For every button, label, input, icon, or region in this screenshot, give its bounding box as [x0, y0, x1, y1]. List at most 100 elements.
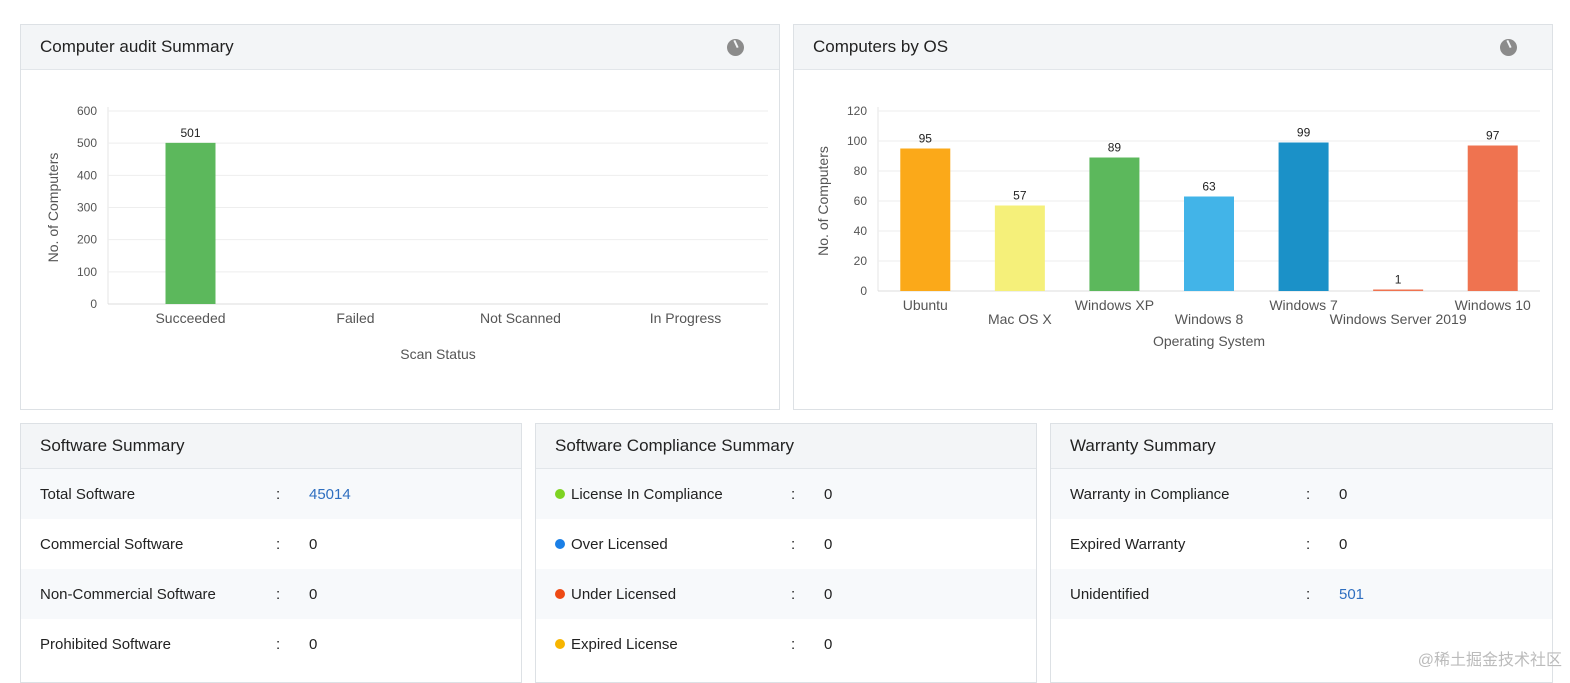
row-value[interactable]: 45014 [309, 485, 351, 503]
summary-row: Warranty in Compliance: 0 [1051, 469, 1552, 519]
row-label-wrap: Non-Commercial Software [40, 586, 276, 603]
separator: : [791, 635, 796, 653]
watermark: @稀土掘金技术社区 [1417, 652, 1562, 669]
pie-chart-icon[interactable] [1500, 38, 1517, 56]
y-tick-label: 0 [860, 284, 867, 298]
bar-succeeded[interactable] [165, 142, 216, 304]
y-tick-label: 60 [854, 194, 868, 208]
y-tick-label: 300 [77, 201, 97, 215]
y-axis-title: No. of Computers [815, 146, 831, 256]
data-label: 57 [1013, 189, 1027, 203]
y-tick-label: 0 [90, 297, 97, 311]
summary-row: Expired Warranty: 0 [1051, 519, 1552, 569]
y-tick-label: 600 [77, 104, 97, 118]
y-axis-title: No. of Computers [45, 153, 61, 263]
computers-by-os-panel: Computers by OS 0 20 40 60 80 100 120 95 Ubuntu 5… [793, 24, 1553, 410]
data-label: 501 [180, 126, 200, 140]
row-label-wrap: Prohibited Software [40, 636, 276, 653]
row-label: Prohibited Software [40, 635, 171, 653]
separator: : [276, 535, 281, 553]
y-tick-label: 100 [847, 134, 867, 148]
bar-windows-xp[interactable] [1089, 157, 1140, 292]
bar-windows-7[interactable] [1278, 142, 1329, 292]
panel-header: Software Compliance Summary [536, 424, 1036, 469]
row-value: 0 [824, 485, 833, 503]
panel-title: Warranty Summary [1070, 436, 1216, 455]
data-label: 89 [1108, 141, 1122, 155]
x-tick-label: Windows Server 2019 [1330, 311, 1467, 327]
row-label: Warranty in Compliance [1070, 485, 1230, 503]
separator: : [791, 585, 796, 603]
x-axis-title: Scan Status [400, 346, 476, 362]
software-summary-panel: Software Summary Total Software: 45014 Com… [20, 423, 522, 683]
y-tick-label: 40 [854, 224, 868, 238]
row-value: 0 [1339, 485, 1348, 503]
y-tick-label: 200 [77, 233, 97, 247]
y-tick-label: 400 [77, 168, 97, 182]
row-label: Non-Commercial Software [40, 585, 216, 603]
warranty-summary-panel: Warranty Summary Warranty in Compliance:… [1050, 423, 1553, 683]
data-label: 95 [919, 132, 933, 146]
summary-row: Over Licensed: 0 [536, 519, 1036, 569]
x-tick-label: Ubuntu [903, 297, 948, 313]
summary-row: Under Licensed: 0 [536, 569, 1036, 619]
summary-row: Non-Commercial Software: 0 [21, 569, 521, 619]
x-tick-label: Windows 10 [1455, 297, 1531, 313]
x-tick-label: In Progress [650, 310, 722, 326]
row-label-wrap: Expired Warranty [1070, 536, 1306, 553]
bar-windows-10[interactable] [1467, 145, 1518, 292]
row-value: 0 [824, 585, 833, 603]
row-label-wrap: Unidentified [1070, 586, 1306, 603]
summary-row: Unidentified: 501 [1051, 569, 1552, 619]
bar-mac-os-x[interactable] [994, 205, 1045, 292]
panel-title: Computers by OS [813, 37, 949, 56]
row-value: 0 [309, 585, 318, 603]
row-label: Commercial Software [40, 535, 184, 553]
separator: : [791, 485, 796, 503]
bar-windows-8[interactable] [1184, 196, 1234, 292]
row-value: 0 [309, 635, 318, 653]
y-tick-label: 500 [77, 136, 97, 150]
row-value[interactable]: 501 [1339, 585, 1365, 603]
y-tick-label: 120 [847, 104, 867, 118]
row-label-wrap: License In Compliance [555, 486, 791, 503]
x-tick-label: Windows 8 [1175, 311, 1244, 327]
y-tick-label: 80 [854, 164, 868, 178]
row-label: Expired Warranty [1070, 535, 1186, 553]
separator: : [1306, 535, 1311, 553]
status-dot-icon [555, 639, 565, 649]
panel-header: Computers by OS [794, 25, 1552, 70]
computer-audit-panel: Computer audit Summary 0 100 200 300 400 500 6… [20, 24, 780, 410]
summary-row: License In Compliance: 0 [536, 469, 1036, 519]
x-tick-label: Mac OS X [988, 311, 1052, 327]
x-tick-label: Not Scanned [480, 310, 561, 326]
row-label: Expired License [571, 635, 678, 653]
summary-row: Prohibited Software: 0 [21, 619, 521, 669]
separator: : [276, 585, 281, 603]
row-label-wrap: Expired License [555, 636, 791, 653]
separator: : [1306, 585, 1311, 603]
status-dot-icon [555, 489, 565, 499]
bar-ubuntu[interactable] [900, 148, 951, 292]
panel-title: Software Summary [40, 436, 185, 455]
status-dot-icon [555, 589, 565, 599]
bar-windows-server-2019[interactable] [1373, 289, 1424, 292]
x-axis-title: Operating System [1153, 333, 1265, 349]
pie-chart-icon[interactable] [727, 38, 744, 56]
panel-title: Computer audit Summary [40, 37, 234, 56]
software-compliance-panel: Software Compliance Summary License In C… [535, 423, 1037, 683]
summary-row: Expired License: 0 [536, 619, 1036, 669]
row-label: Over Licensed [571, 535, 668, 553]
separator: : [791, 535, 796, 553]
y-tick-label: 100 [77, 265, 97, 279]
row-label: Unidentified [1070, 585, 1150, 603]
x-tick-label: Windows XP [1075, 297, 1154, 313]
row-label: Under Licensed [571, 585, 677, 603]
row-label-wrap: Total Software [40, 486, 276, 503]
x-tick-label: Failed [336, 310, 374, 326]
data-label: 1 [1395, 273, 1402, 287]
data-label: 99 [1297, 126, 1311, 140]
row-value: 0 [1339, 535, 1348, 553]
scan-status-chart: 0 100 200 300 400 500 600 501 Succeeded Failed Not… [45, 104, 768, 362]
separator: : [276, 635, 281, 653]
